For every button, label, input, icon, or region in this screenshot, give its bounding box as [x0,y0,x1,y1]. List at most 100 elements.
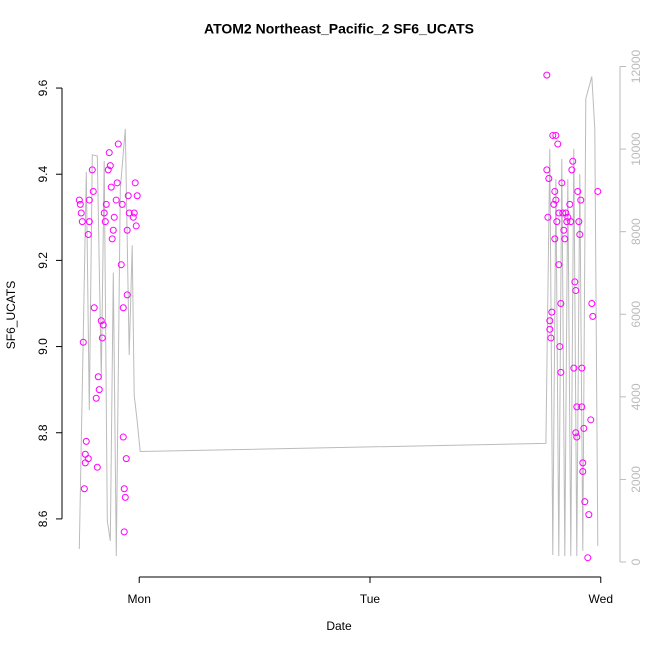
y-tick-label: 8.6 [36,510,50,527]
data-point [82,437,90,445]
data-point [559,209,567,217]
y-tick-label: 9.6 [36,79,50,96]
data-point [579,459,587,467]
data-point [123,291,131,299]
data-point [100,209,108,217]
data-point [121,493,129,501]
data-point [578,403,586,411]
y2-tick-label: 10000 [629,132,643,166]
data-point [119,304,127,312]
data-point [546,325,554,333]
x-tick-label: Wed [589,592,613,606]
data-point [109,226,117,234]
data-point [81,450,89,458]
data-point [558,179,566,187]
y-tick-label: 8.8 [36,424,50,441]
data-point [114,140,122,148]
data-point [552,131,560,139]
y-tick-label: 9.2 [36,252,50,269]
data-point [562,209,570,217]
data-point [120,485,128,493]
data-point [579,468,587,476]
data-point [576,231,584,239]
data-point [569,157,577,165]
y2-tick-label: 6000 [629,301,643,328]
data-point [548,308,556,316]
data-point [581,498,589,506]
data-point [106,162,114,170]
data-point [594,187,602,195]
x-tick-label: Tue [360,592,381,606]
data-point [551,187,559,195]
data-point [117,261,125,269]
data-point [76,200,84,208]
data-point [120,528,128,536]
y-axis-label: SF6_UCATS [4,281,18,349]
data-point [112,196,120,204]
data-point [552,196,560,204]
data-point [588,299,596,307]
data-point [544,213,552,221]
data-point [131,179,139,187]
chart-title: ATOM2 Northeast_Pacific_2 SF6_UCATS [204,21,474,37]
data-point [557,299,565,307]
data-point [124,192,132,200]
data-point [587,416,595,424]
data-point [132,222,140,230]
data-point [85,218,93,226]
data-point [85,196,93,204]
data-point [108,235,116,243]
data-point [84,231,92,239]
data-point [547,334,555,342]
data-point [575,218,583,226]
data-point [84,455,92,463]
data-point [578,364,586,372]
data-point [572,429,580,437]
data-point [95,386,103,394]
data-point [585,511,593,519]
data-point [554,140,562,148]
y2-tick-label: 12000 [629,49,643,83]
data-point [550,200,558,208]
data-point [568,166,576,174]
data-point [119,433,127,441]
data-point [77,209,85,217]
data-point [560,226,568,234]
data-point [122,455,130,463]
data-point [94,373,102,381]
data-point [88,166,96,174]
data-point [570,364,578,372]
data-point [93,463,101,471]
data-point [92,394,100,402]
x-tick-label: Mon [128,592,151,606]
data-point [97,317,105,325]
data-point [98,334,106,342]
data-point [555,209,563,217]
data-point [101,218,109,226]
data-point [113,179,121,187]
data-point [567,218,575,226]
data-point [555,261,563,269]
data-point [589,312,597,320]
data-point [543,71,551,79]
data-point [574,187,582,195]
data-point [556,343,564,351]
data-point [129,213,137,221]
data-point [580,424,588,432]
y2-tick-label: 4000 [629,383,643,410]
data-point [563,218,571,226]
data-point [572,287,580,295]
data-point [110,213,118,221]
data-point [561,235,569,243]
data-point [571,278,579,286]
y-tick-label: 9.4 [36,166,50,183]
data-point [130,209,138,217]
data-point [577,196,585,204]
y2-tick-label: 0 [629,558,643,565]
data-point [123,226,131,234]
data-point [545,175,553,183]
data-point [104,166,112,174]
data-point [573,403,581,411]
data-point [553,218,561,226]
